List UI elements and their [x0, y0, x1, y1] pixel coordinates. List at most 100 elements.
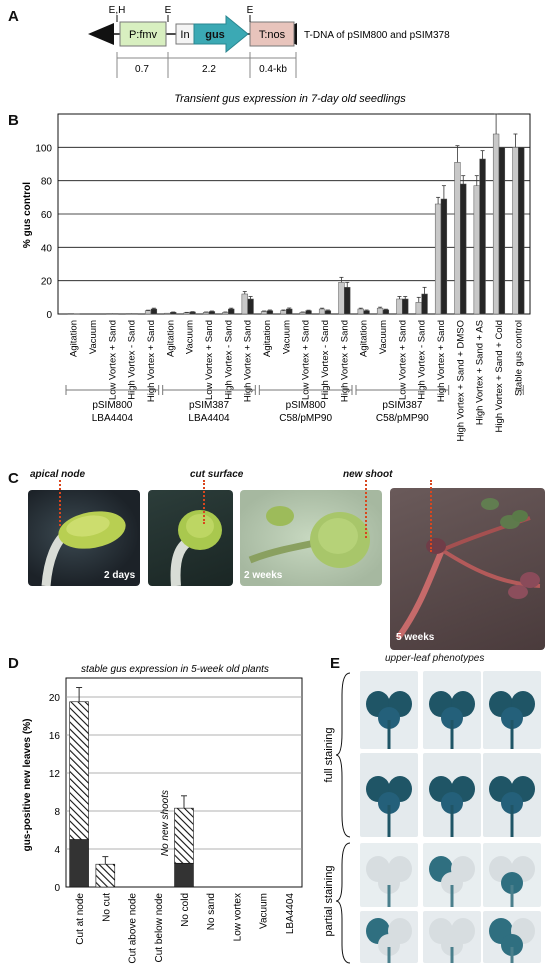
chart-b-bar	[460, 183, 467, 315]
chart-b-xtick-label: Vacuum	[281, 320, 292, 354]
marker-apical-node	[59, 480, 61, 526]
chart-b-bar	[324, 310, 332, 315]
chart-b-xtick-label: High Vortex - Sand	[223, 320, 234, 400]
chart-b-ylabel: % gus control	[22, 182, 33, 248]
chart-b-bar	[421, 293, 428, 315]
chart-b-ytick-label: 0	[46, 310, 52, 321]
chart-b-xtick-label: Agitation	[262, 320, 273, 357]
chart-b-bar	[305, 310, 312, 315]
panel-letter-b: B	[8, 112, 19, 129]
chart-b-bar	[260, 311, 268, 315]
chart-b-xtick-label: Low Vortex + Sand	[204, 320, 215, 400]
leaflet	[501, 872, 523, 894]
chart-d-bar-full	[69, 839, 89, 888]
chart-b-bar	[402, 298, 409, 315]
chart-b-bar	[228, 308, 235, 315]
chart-b-xtick-label: High Vortex - Sand	[320, 320, 331, 400]
chart-stable-gus: stable gus expression in 5-week old plan…	[22, 664, 303, 964]
chart-d-xtick-label: Low vortex	[232, 893, 243, 941]
photo-new-shoot	[240, 490, 382, 586]
leaf-phenotype-grid: full staining partial staining	[323, 671, 541, 964]
chart-b-bar	[222, 312, 229, 315]
leaflet	[441, 934, 463, 956]
chart-b-xtick-label: High Vortex + Sand	[436, 320, 447, 402]
leaflet	[501, 792, 523, 814]
chart-d-xtick-label: No sand	[206, 893, 217, 930]
chart-b-bar	[338, 282, 345, 315]
time-2-weeks: 2 weeks	[244, 570, 283, 581]
chart-b-xtick-label: Vacuum	[185, 320, 196, 354]
leaflet	[501, 707, 523, 729]
chart-b-xtick-label: Stable gus control	[513, 320, 524, 396]
chart-d-xtick-label: Vacuum	[259, 893, 270, 929]
panel-letter-c: C	[8, 470, 19, 487]
site-label-mid2: E	[247, 5, 254, 16]
chart-b-xtick-label: High Vortex + Sand	[146, 320, 157, 402]
time-2-days: 2 days	[104, 570, 136, 581]
chart-b-xtick-label: High Vortex - Sand	[127, 320, 138, 400]
chart-b-xtick-label: Agitation	[359, 320, 370, 357]
chart-b-bar	[125, 313, 132, 315]
chart-b-bar	[473, 185, 480, 315]
chart-b-bar	[479, 158, 486, 315]
chart-b-group-label: pSIM387	[189, 400, 229, 411]
chart-b-bar	[67, 313, 74, 315]
terminator-box	[249, 21, 295, 47]
leaflet	[378, 792, 400, 814]
chart-b-bar	[440, 198, 448, 315]
chart-d-xtick-label: No cut	[101, 893, 112, 922]
marker-new-shoot	[365, 480, 367, 538]
chart-b-ytick-label: 60	[41, 210, 53, 221]
chart-b-ytick-label: 80	[41, 177, 53, 188]
leaflet	[441, 707, 463, 729]
chart-d-ylabel: gus-positive new leaves (%)	[22, 719, 33, 852]
intron-label: In	[180, 29, 189, 41]
chart-b-xtick-label: Agitation	[69, 320, 80, 357]
chart-b-xtick-label: Vacuum	[378, 320, 389, 354]
chart-b-xtick-label: High Vortex + Sand + AS	[475, 320, 486, 425]
chart-b-bar	[247, 298, 254, 315]
chart-transient-gus: Transient gus expression in 7-day old se…	[22, 93, 531, 441]
chart-b-bar	[189, 311, 196, 315]
chart-b-bar	[357, 308, 364, 315]
label-cut-surface: cut surface	[190, 469, 244, 480]
chart-b-xtick-label: Agitation	[165, 320, 176, 357]
gus-gene-arrow	[193, 14, 249, 54]
chart-b-bar	[266, 310, 274, 315]
marker-new-shoot-2	[430, 480, 432, 552]
chart-b-bar	[318, 308, 326, 315]
chart-b-xtick-label: High Vortex + Sand	[243, 320, 254, 402]
label-new-shoot: new shoot	[343, 469, 393, 480]
chart-d-xtick-label: Cut above node	[128, 893, 139, 964]
photo-apical-node	[28, 490, 140, 586]
chart-b-bar	[202, 312, 210, 315]
size-label-gene: 2.2	[202, 64, 216, 75]
chart-b-bar	[498, 147, 506, 315]
chart-b-bar	[280, 310, 287, 315]
chart-b-xtick-label: Low Vortex + Sand	[397, 320, 408, 400]
chart-b-bar	[376, 307, 384, 315]
chart-b-bar	[286, 308, 293, 315]
no-new-shoots-annotation: No new shoots	[160, 790, 171, 856]
promoter-box	[119, 21, 167, 47]
chart-d-bar-full	[174, 862, 194, 888]
chart-b-group-label: pSIM800	[92, 400, 132, 411]
chart-d-bar-partial	[69, 701, 89, 840]
panel-letter-d: D	[8, 655, 19, 672]
left-border-arrow-icon	[88, 23, 114, 45]
chart-b-bar	[170, 312, 177, 315]
chart-b-group-label: LBA4404	[92, 413, 134, 424]
chart-b-group-label: pSIM387	[382, 400, 422, 411]
chart-b-bar	[382, 309, 390, 315]
chart-b-bar	[131, 313, 138, 315]
label-full-staining: full staining	[323, 727, 335, 782]
leaflet	[441, 792, 463, 814]
marker-cut-surface	[203, 480, 205, 524]
tdna-description: T-DNA of pSIM800 and pSIM378	[304, 30, 450, 41]
chart-b-xtick-label: Vacuum	[88, 320, 99, 354]
chart-b-title: Transient gus expression in 7-day old se…	[174, 93, 406, 105]
chart-d-bar-partial	[95, 863, 116, 888]
chart-d-xtick-label: Cut below node	[154, 893, 165, 963]
chart-b-xtick-label: High Vortex + Sand + DMSO	[455, 320, 466, 441]
chart-b-bar	[183, 312, 190, 315]
